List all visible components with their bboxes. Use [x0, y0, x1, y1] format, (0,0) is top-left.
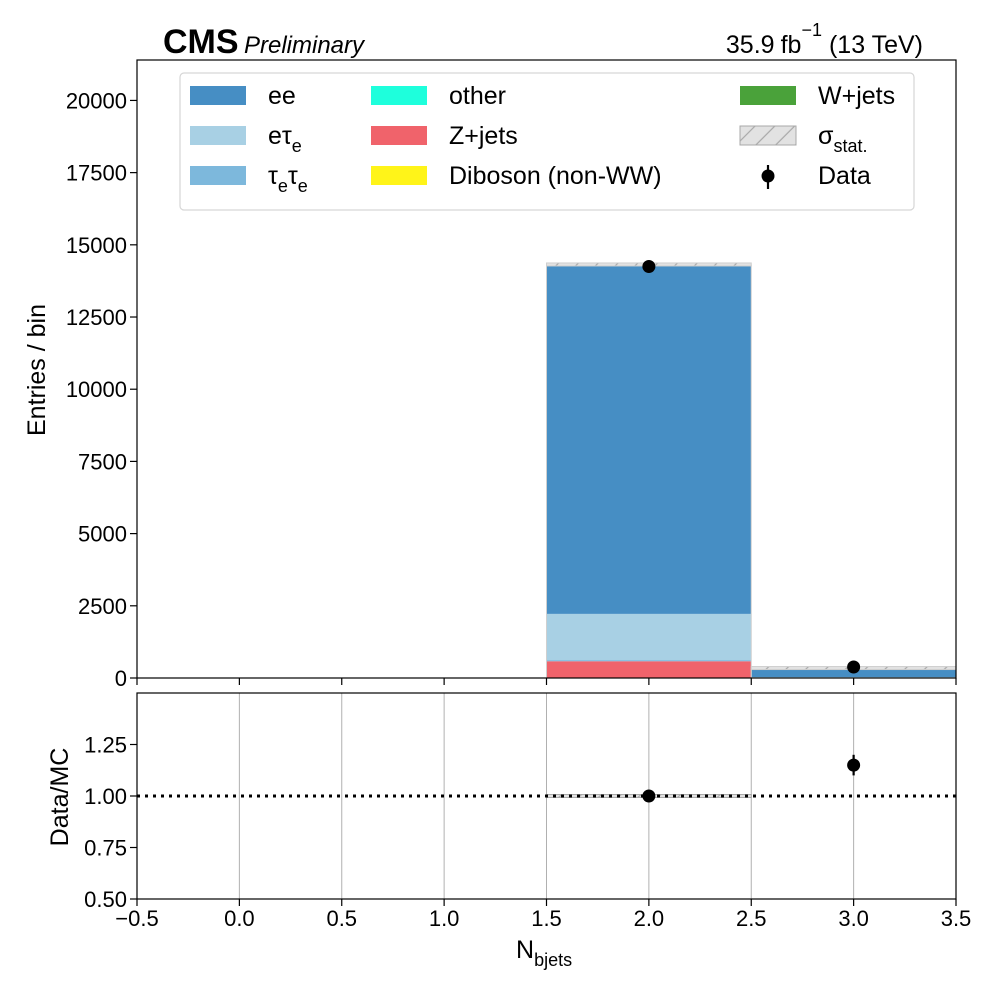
x-tick-label: −0.5	[115, 906, 158, 931]
x-axis-label: Nbjets	[516, 936, 572, 970]
lumi-value: 35.9	[726, 31, 775, 59]
legend-label: eτe	[268, 122, 302, 156]
legend-label: τeτe	[268, 162, 308, 196]
legend-marker	[761, 169, 775, 183]
ratio-y-tick-label: 0.75	[84, 836, 127, 861]
legend-label: ee	[268, 82, 296, 110]
ratio-panel: 0.50 0.75 1.00 1.25 −0.5 0.0 0.5 1.0 1.5 2.0 2.5 3.…	[84, 692, 972, 931]
legend-label: Data	[818, 162, 871, 190]
x-tick-label: 2.5	[736, 906, 767, 931]
legend-swatch	[371, 86, 427, 105]
main-y-tick-label: 2500	[78, 594, 127, 619]
bar-0-bin-2	[546, 661, 752, 678]
ratio-point	[642, 789, 656, 803]
experiment-label: CMS	[163, 23, 239, 61]
legend-swatch	[371, 126, 427, 145]
lumi-exponent: −1	[801, 20, 822, 40]
main-y-tick-label: 15000	[66, 233, 127, 258]
x-tick-label: 2.0	[634, 906, 665, 931]
legend-label: Diboson (non-WW)	[449, 162, 662, 190]
lumi-unit: fb	[781, 31, 802, 59]
legend-frame	[179, 72, 915, 211]
legend-swatch	[740, 86, 796, 105]
x-tick-label: 0.5	[326, 906, 357, 931]
legend-label: W+jets	[818, 82, 895, 110]
main-y-tick-label: 7500	[78, 449, 127, 474]
legend-label: Z+jets	[449, 122, 518, 150]
x-tick-label: 3.5	[941, 906, 972, 931]
x-axis-label-sub: bjets	[534, 950, 572, 970]
ratio-y-axis-label: Data/MC	[46, 748, 74, 847]
x-tick-label: 1.5	[531, 906, 562, 931]
main-y-tick-label: 0	[115, 666, 127, 691]
ratio-y-tick-label: 0.50	[84, 887, 127, 912]
x-tick-label: 1.0	[429, 906, 460, 931]
legend: ee other W+jets eτe Z+jets σstat. τeτe Diboson …	[179, 72, 915, 211]
main-y-tick-label: 5000	[78, 522, 127, 547]
luminosity-label: 35.9 fb−1 (13 TeV)	[726, 20, 923, 59]
legend-swatch	[190, 126, 246, 145]
bar-2-bin-2	[546, 613, 752, 661]
main-y-tick-label: 17500	[66, 161, 127, 186]
data-point	[642, 259, 656, 273]
bar-2-bin-3	[751, 676, 956, 678]
legend-swatch-hatch	[739, 125, 797, 146]
ratio-point	[847, 758, 861, 772]
x-tick-label: 3.0	[838, 906, 869, 931]
legend-swatch	[190, 86, 246, 105]
legend-swatch	[190, 166, 246, 185]
x-tick-label: 0.0	[224, 906, 255, 931]
bar-3-bin-2	[546, 264, 752, 614]
legend-label: σstat.	[818, 122, 867, 156]
x-axis-label-main: N	[516, 936, 534, 964]
main-y-tick-label: 12500	[66, 305, 127, 330]
main-y-tick-label: 10000	[66, 377, 127, 402]
energy-label: (13 TeV)	[829, 31, 923, 59]
main-panel: 0 2500 5000 7500 10000 12500 15000 17500 20000	[66, 59, 957, 691]
ratio-y-tick-label: 1.00	[84, 784, 127, 809]
main-y-tick-label: 20000	[66, 88, 127, 113]
legend-swatch	[371, 166, 427, 185]
data-point	[847, 660, 861, 674]
bar-1-bin-2	[546, 660, 752, 662]
legend-label: other	[449, 82, 506, 110]
main-y-axis-label: Entries / bin	[23, 304, 51, 436]
ratio-y-tick-label: 1.25	[84, 733, 127, 758]
status-label: Preliminary	[244, 32, 366, 59]
